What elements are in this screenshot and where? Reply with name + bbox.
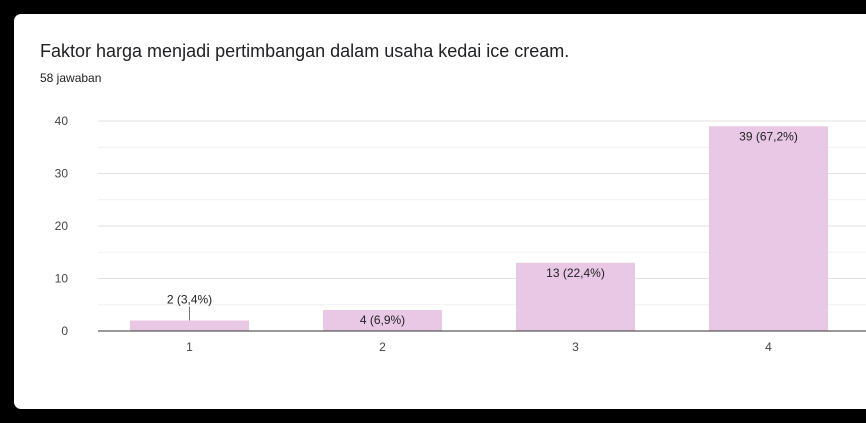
bar — [516, 262, 635, 331]
data-label: 2 (3,4%) — [167, 293, 212, 307]
y-tick-label: 0 — [61, 324, 68, 338]
data-label: 39 (67,2%) — [739, 129, 798, 143]
response-count: 58 jawaban — [40, 71, 102, 85]
y-tick-label: 40 — [55, 114, 69, 128]
y-tick-label: 30 — [55, 167, 69, 181]
x-tick-label: 3 — [572, 340, 579, 354]
question-title: Faktor harga menjadi pertimbangan dalam … — [40, 41, 570, 61]
x-tick-label: 1 — [186, 340, 193, 354]
y-tick-label: 10 — [55, 272, 69, 286]
x-tick-label: 4 — [765, 340, 772, 354]
y-tick-label: 20 — [55, 219, 69, 233]
data-label: 4 (6,9%) — [360, 313, 405, 327]
x-tick-label: 2 — [379, 340, 386, 354]
bar — [709, 126, 828, 331]
bar — [130, 320, 249, 331]
bar — [323, 310, 442, 331]
bar-chart: 0 10 20 30 40 1 2 (3,4%) 2 4 (6,9%) 3 13 (22,4%) 4 3… — [55, 114, 866, 354]
data-label: 13 (22,4%) — [546, 266, 605, 280]
chart-card: Faktor harga menjadi pertimbangan dalam … — [14, 14, 866, 409]
